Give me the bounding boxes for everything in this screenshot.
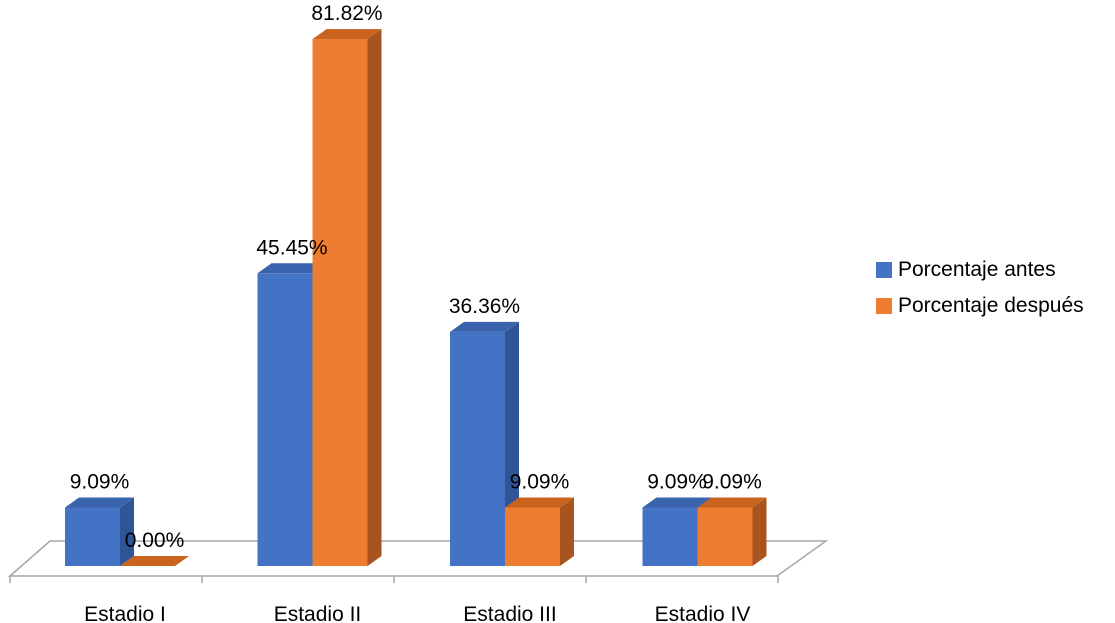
legend-item-series-2: Porcentaje después: [876, 288, 1084, 324]
chart-legend: Porcentaje antes Porcentaje después: [876, 252, 1084, 324]
legend-item-series-1: Porcentaje antes: [876, 252, 1084, 288]
x-tick-label: Estadio I: [84, 603, 166, 623]
bar-front: [505, 507, 560, 566]
bar-top: [312, 29, 382, 40]
bar-front: [450, 331, 505, 566]
legend-swatch-series-2: [876, 298, 892, 314]
x-tick-label: Estadio II: [274, 603, 362, 623]
bar-top: [257, 263, 327, 274]
data-label: 9.09%: [510, 470, 570, 493]
bar-front: [642, 507, 698, 566]
data-label: 36.36%: [449, 295, 520, 318]
data-label: 9.09%: [70, 470, 130, 493]
bar-side: [367, 29, 382, 566]
bar-side: [560, 497, 574, 566]
bar-front: [257, 273, 313, 566]
bar-top: [65, 497, 134, 508]
bar-top: [120, 556, 189, 566]
bar-side: [120, 497, 134, 566]
legend-label-series-1: Porcentaje antes: [898, 258, 1056, 281]
bar-front: [697, 507, 753, 566]
legend-swatch-series-1: [876, 262, 892, 278]
data-label: 45.45%: [256, 236, 327, 259]
bar-top: [505, 497, 574, 508]
bar-top: [450, 321, 519, 332]
bar-top: [697, 497, 767, 508]
bar-front: [65, 507, 120, 566]
data-label: 9.09%: [702, 470, 762, 493]
bar-front: [312, 39, 368, 566]
data-label: 0.00%: [125, 529, 185, 552]
legend-label-series-2: Porcentaje después: [898, 294, 1084, 317]
bar-top: [642, 497, 712, 508]
data-label: 9.09%: [647, 470, 707, 493]
data-label: 81.82%: [311, 2, 382, 25]
chart-floor: [8, 540, 829, 577]
x-tick-label: Estadio III: [463, 603, 556, 623]
x-tick-label: Estadio IV: [655, 603, 751, 623]
bar-side: [752, 497, 767, 566]
